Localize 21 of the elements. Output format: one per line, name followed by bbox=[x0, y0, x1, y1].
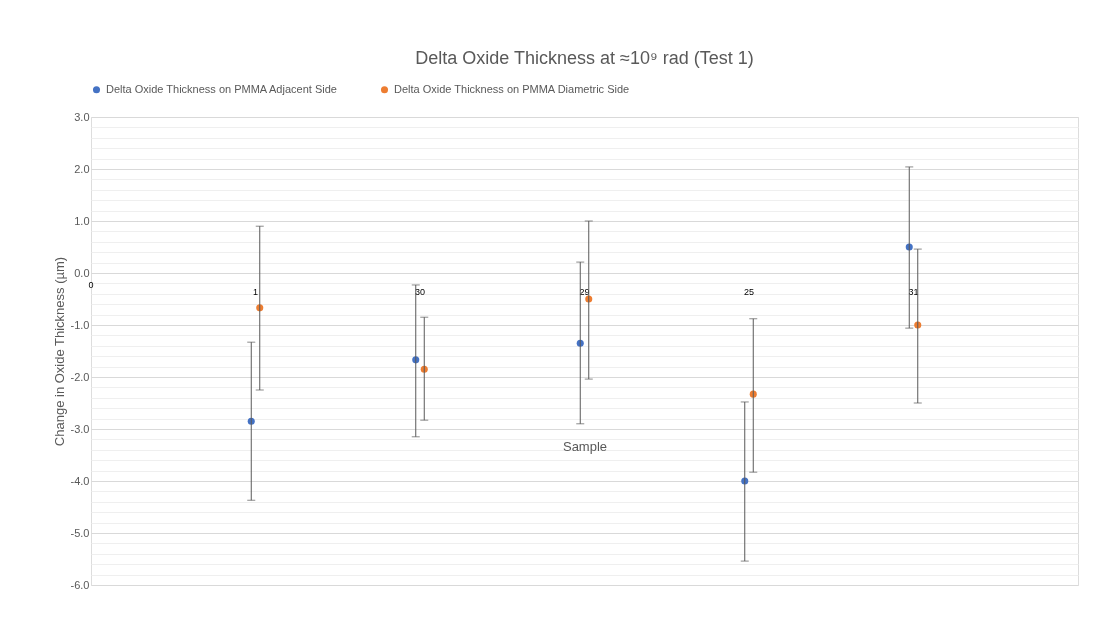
y-tick-label: -6.0 bbox=[70, 578, 90, 591]
x-tick-label: 29 bbox=[579, 286, 590, 297]
legend-label: Delta Oxide Thickness on PMMA Adjacent Side bbox=[106, 82, 337, 95]
y-tick-label: 0.0 bbox=[74, 266, 90, 279]
y-axis-title: Change in Oxide Thickness (µm) bbox=[51, 256, 67, 447]
y-tick-label: -2.0 bbox=[70, 370, 90, 383]
x-tick-label: 31 bbox=[908, 286, 919, 297]
chart-title: Delta Oxide Thickness at ≈10⁹ rad (Test 1) bbox=[415, 48, 754, 68]
legend-label: Delta Oxide Thickness on PMMA Diametric Side bbox=[394, 82, 630, 95]
annotation: 0 bbox=[88, 280, 94, 290]
y-tick-label: 3.0 bbox=[74, 110, 90, 123]
y-tick-label: 2.0 bbox=[74, 162, 90, 175]
x-tick-label: 25 bbox=[743, 286, 755, 297]
y-tick-label: -3.0 bbox=[70, 422, 90, 435]
y-tick-label: 1.0 bbox=[74, 214, 90, 227]
x-tick-label: 30 bbox=[414, 286, 426, 297]
x-axis-title: Sample bbox=[562, 438, 608, 454]
y-tick-label: -1.0 bbox=[70, 318, 90, 331]
y-tick-label: -5.0 bbox=[70, 526, 90, 539]
y-tick-label: -4.0 bbox=[70, 474, 90, 487]
x-tick-label: 1 bbox=[252, 286, 259, 297]
